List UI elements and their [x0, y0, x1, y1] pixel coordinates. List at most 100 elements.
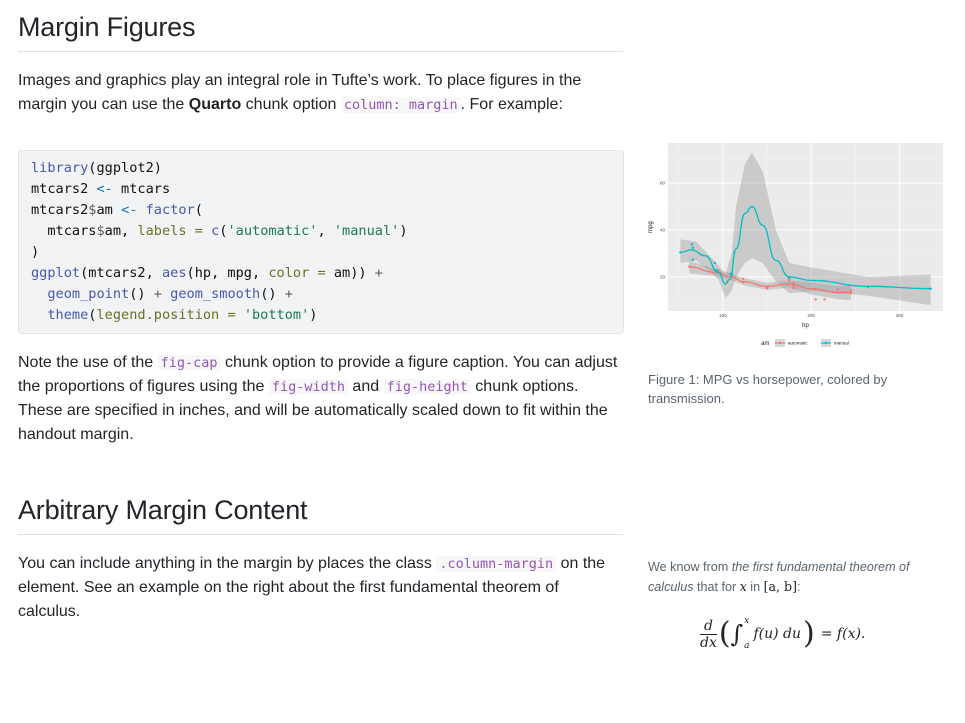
data-point-manual — [929, 287, 932, 290]
integral-sign: ∫ — [730, 620, 744, 648]
code-token: mtcars2 — [31, 202, 89, 218]
data-point-automatic — [792, 282, 795, 285]
legend-key-point — [824, 341, 828, 345]
data-point-automatic — [814, 298, 817, 301]
code-token: 'automatic' — [227, 223, 318, 239]
data-point-automatic — [823, 298, 826, 301]
data-point-automatic — [836, 288, 839, 291]
code-token — [31, 286, 47, 302]
code-token: 'manual' — [333, 223, 400, 239]
inline-code: fig-cap — [157, 355, 221, 371]
code-token: = — [227, 307, 236, 323]
code-token: factor — [145, 202, 195, 218]
data-point-automatic — [717, 269, 720, 272]
code-token: ( — [194, 202, 203, 218]
margin-note: We know from the first fundamental theor… — [648, 560, 910, 594]
code-line: mtcars2 <- mtcars — [31, 179, 611, 200]
inline-code: fig-width — [268, 379, 348, 395]
code-token — [137, 202, 145, 218]
code-token: + — [374, 265, 383, 281]
code-token: (ggplot2) — [88, 160, 162, 176]
derivative-fraction: d dx — [700, 617, 717, 651]
data-point-manual — [679, 251, 682, 254]
code-token: () — [260, 286, 285, 302]
code-line: mtcars2$am <- factor( — [31, 200, 611, 221]
data-point-automatic — [688, 265, 691, 268]
heading-arbitrary-margin-content: Arbitrary Margin Content — [18, 495, 623, 535]
code-token: , — [317, 223, 334, 239]
code-line: mtcars$am, labels = c('automatic', 'manu… — [31, 221, 611, 242]
data-point-manual — [729, 272, 732, 275]
code-token — [236, 307, 244, 323]
code-token: geom_point — [47, 286, 130, 302]
code-block[interactable]: library(ggplot2) mtcars2 <- mtcars mtcars2… — [18, 150, 624, 334]
legend-key-point — [778, 341, 782, 345]
confidence-band-manual — [680, 152, 931, 306]
code-token: (mtcars2, — [80, 265, 162, 281]
mpg-hp-chart: 100 200 300 20 40 60 hp mpg am automatic manual — [648, 143, 943, 347]
data-point-manual — [715, 269, 718, 272]
code-line: library(ggplot2) — [31, 158, 611, 179]
code-token: () — [129, 286, 154, 302]
code-token: 'bottom' — [243, 307, 310, 323]
figure-options-paragraph: Note the use of the fig-cap chunk option… — [18, 354, 618, 443]
x-tick-label: 100 — [719, 313, 727, 318]
y-tick-label: 60 — [660, 180, 666, 185]
code-token: <- — [121, 202, 138, 218]
code-token: $ — [96, 223, 105, 239]
code-token — [203, 223, 211, 239]
data-point-automatic — [849, 289, 853, 292]
y-tick-label: 40 — [660, 227, 666, 232]
code-token: ) — [399, 223, 408, 239]
code-token: color — [268, 265, 318, 281]
code-token: ggplot — [31, 265, 81, 281]
code-token: ) — [309, 307, 318, 323]
data-point-automatic — [849, 291, 853, 294]
figure-caption: Figure 1: MPG vs horsepower, colored by … — [648, 372, 888, 406]
code-token: ( — [88, 307, 97, 323]
code-token: mtcars — [31, 223, 97, 239]
code-token: = — [317, 265, 326, 281]
code-token: <- — [96, 181, 113, 197]
heading-margin-figures: Margin Figures — [18, 12, 623, 52]
code-line: geom_point() + geom_smooth() + — [31, 284, 611, 305]
code-token: (hp, mpg, — [186, 265, 269, 281]
legend-label-manual: manual — [834, 341, 849, 346]
data-point-automatic — [765, 287, 769, 290]
code-token: = — [194, 223, 203, 239]
inline-code: .column-margin — [436, 556, 557, 572]
confidence-band-automatic — [689, 260, 852, 301]
code-line: theme(legend.position = 'bottom') — [31, 305, 611, 326]
data-point-manual — [691, 246, 694, 249]
code-token: am, — [104, 223, 138, 239]
code-token: + — [153, 286, 162, 302]
code-token: theme — [47, 307, 89, 323]
code-line: ggplot(mtcars2, aes(hp, mpg, color = am)… — [31, 263, 611, 284]
integrand: f(u) du — [753, 626, 802, 642]
data-point-manual — [691, 258, 694, 261]
legend-label-automatic: automatic — [788, 341, 808, 346]
code-token: mtcars2 — [31, 181, 97, 197]
data-point-manual — [787, 276, 791, 279]
intro-paragraph: Images and graphics play an integral rol… — [18, 72, 582, 113]
integral-limits: x a — [744, 616, 750, 651]
data-point-automatic — [741, 277, 745, 281]
code-token: + — [284, 286, 293, 302]
data-point-automatic — [741, 280, 745, 284]
code-token: aes — [161, 265, 187, 281]
x-tick-label: 200 — [807, 313, 815, 318]
code-line: ) — [31, 242, 611, 263]
legend-title: am — [761, 341, 769, 347]
x-axis-label: hp — [802, 323, 809, 329]
data-point-manual — [733, 251, 736, 254]
code-token: ) — [31, 244, 40, 260]
y-axis-label: mpg — [648, 221, 654, 233]
inline-code: fig-height — [383, 379, 471, 395]
code-token: c — [211, 223, 220, 239]
code-token — [162, 286, 170, 302]
y-tick-label: 20 — [660, 274, 666, 279]
equation-rhs: = f(x). — [820, 626, 866, 642]
data-point-automatic — [792, 284, 795, 287]
data-point-manual — [866, 285, 870, 288]
code-token: mtcars — [112, 181, 171, 197]
